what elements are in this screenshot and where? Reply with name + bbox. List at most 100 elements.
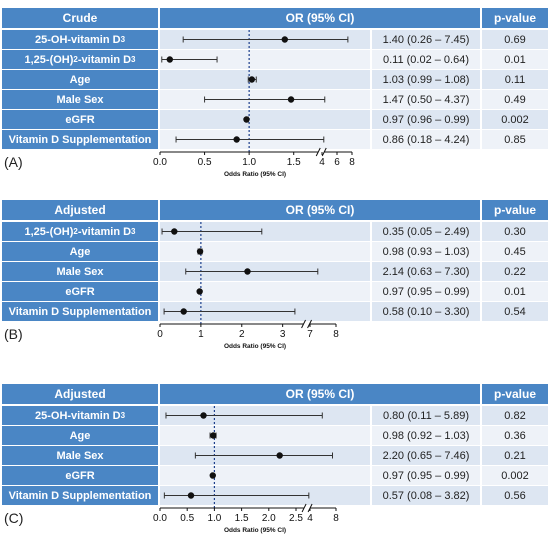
p-value: 0.01 xyxy=(482,50,548,69)
plot-row-bg xyxy=(160,282,370,301)
or-ci-value: 0.97 (0.95 – 0.99) xyxy=(372,466,480,485)
x-tick-label: 0.0 xyxy=(153,157,167,168)
x-tick-label: 0.0 xyxy=(153,513,167,524)
row-label: Age xyxy=(2,242,158,261)
or-point xyxy=(233,136,240,143)
x-axis-label: Odds Ratio (95% CI) xyxy=(224,343,286,350)
or-ci-value: 0.80 (0.11 – 5.89) xyxy=(372,406,480,425)
p-value: 0.36 xyxy=(482,426,548,445)
or-point xyxy=(187,492,195,499)
plot-row-bg xyxy=(160,50,370,69)
x-tick-label: 3 xyxy=(280,329,286,340)
panel-letter: (A) xyxy=(4,154,23,170)
or-point xyxy=(244,268,251,275)
x-tick-label: 8 xyxy=(333,513,339,524)
row-label: Vitamin D Supplementation xyxy=(2,130,158,149)
or-point xyxy=(281,36,288,43)
x-tick-label: 1.0 xyxy=(242,157,256,168)
or-ci-value: 0.58 (0.10 – 3.30) xyxy=(372,302,480,321)
x-axis-label: Odds Ratio (95% CI) xyxy=(224,171,286,178)
x-tick-label: 0.5 xyxy=(198,157,212,168)
or-ci-value: 0.57 (0.08 – 3.82) xyxy=(372,486,480,505)
or-ci-value: 0.97 (0.95 – 0.99) xyxy=(372,282,480,301)
header-or-ci: OR (95% CI) xyxy=(160,8,480,28)
x-tick-label: 4 xyxy=(319,157,325,168)
p-value: 0.21 xyxy=(482,446,548,465)
x-tick-label: 8 xyxy=(333,329,339,340)
or-ci-value: 0.98 (0.93 – 1.03) xyxy=(372,242,480,261)
p-value: 0.01 xyxy=(482,282,548,301)
header-group: Adjusted xyxy=(2,384,158,404)
p-value: 0.11 xyxy=(482,70,548,89)
row-label: eGFR xyxy=(2,466,158,485)
panel-letter: (C) xyxy=(4,510,24,526)
plot-row-bg xyxy=(160,242,370,261)
forest-svg: 0.0 0.5 1.0 1.5 2.0 2.5 4 8 Odds Ratio (95% CI) xyxy=(153,406,339,534)
forest-panel-c: Adjusted OR (95% CI) p-value 25-OH-vitamin … xyxy=(0,384,550,546)
or-point xyxy=(243,116,250,123)
x-tick-label: 1 xyxy=(198,329,204,340)
p-value: 0.85 xyxy=(482,130,548,149)
p-value: 0.56 xyxy=(482,486,548,505)
x-tick-label: 2.5 xyxy=(289,513,303,524)
x-tick-label: 1.5 xyxy=(287,157,301,168)
plot-row-bg xyxy=(160,110,370,129)
or-point xyxy=(166,56,174,63)
x-tick-label: 7 xyxy=(307,329,313,340)
row-label: Age xyxy=(2,426,158,445)
or-point xyxy=(287,96,295,103)
axis-break xyxy=(301,503,313,513)
x-axis-label: Odds Ratio (95% CI) xyxy=(224,527,286,534)
axis-break xyxy=(315,147,327,157)
row-label: eGFR xyxy=(2,282,158,301)
x-tick-label: 0.5 xyxy=(180,513,194,524)
forest-svg: 0 1 2 3 7 8 Odds Ratio (95% CI) xyxy=(157,222,339,350)
or-ci-value: 1.03 (0.99 – 1.08) xyxy=(372,70,480,89)
x-tick-label: 2 xyxy=(239,329,245,340)
p-value: 0.69 xyxy=(482,30,548,49)
row-label: Male Sex xyxy=(2,262,158,281)
row-label: Male Sex xyxy=(2,90,158,109)
x-tick-label: 2.0 xyxy=(262,513,276,524)
header-or-ci: OR (95% CI) xyxy=(160,384,480,404)
or-point xyxy=(276,452,283,459)
or-ci-value: 0.11 (0.02 – 0.64) xyxy=(372,50,480,69)
or-point xyxy=(180,308,187,315)
header-or-ci: OR (95% CI) xyxy=(160,200,480,220)
or-ci-value: 2.14 (0.63 – 7.30) xyxy=(372,262,480,281)
or-point xyxy=(200,412,207,419)
or-point xyxy=(248,76,256,83)
row-label: Vitamin D Supplementation xyxy=(2,486,158,505)
or-point xyxy=(210,432,217,439)
or-ci-value: 1.40 (0.26 – 7.45) xyxy=(372,30,480,49)
row-label: eGFR xyxy=(2,110,158,129)
header-p-value: p-value xyxy=(482,200,548,220)
row-label: Age xyxy=(2,70,158,89)
p-value: 0.002 xyxy=(482,110,548,129)
or-ci-value: 0.98 (0.92 – 1.03) xyxy=(372,426,480,445)
header-group: Adjusted xyxy=(2,200,158,220)
p-value: 0.45 xyxy=(482,242,548,261)
p-value: 0.30 xyxy=(482,222,548,241)
p-value: 0.002 xyxy=(482,466,548,485)
plot-row-bg xyxy=(160,426,370,445)
row-label: Vitamin D Supplementation xyxy=(2,302,158,321)
x-tick-label: 1.0 xyxy=(207,513,221,524)
plot-row-bg xyxy=(160,222,370,241)
or-point xyxy=(196,288,203,295)
row-label: Male Sex xyxy=(2,446,158,465)
x-tick-label: 8 xyxy=(349,157,355,168)
x-tick-label: 0 xyxy=(157,329,163,340)
or-ci-value: 0.97 (0.96 – 0.99) xyxy=(372,110,480,129)
or-ci-value: 0.86 (0.18 – 4.24) xyxy=(372,130,480,149)
plot-row-bg xyxy=(160,466,370,485)
p-value: 0.54 xyxy=(482,302,548,321)
p-value: 0.82 xyxy=(482,406,548,425)
p-value: 0.49 xyxy=(482,90,548,109)
or-ci-value: 1.47 (0.50 – 4.37) xyxy=(372,90,480,109)
